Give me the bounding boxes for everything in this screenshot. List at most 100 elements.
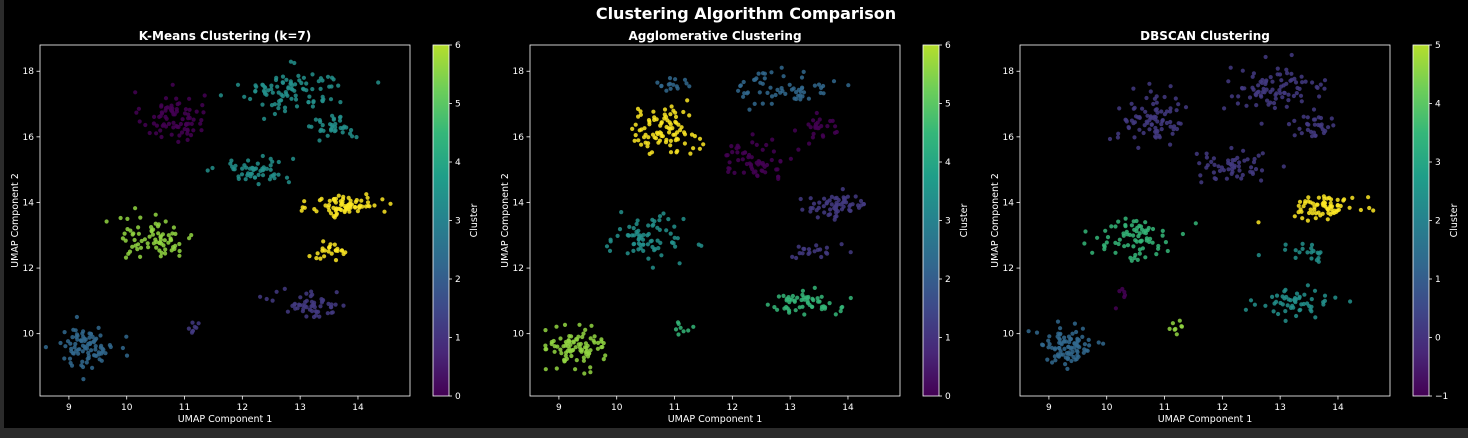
scatter-point xyxy=(128,228,133,233)
scatter-point xyxy=(646,118,652,123)
x-tick-label: 14 xyxy=(842,403,854,413)
scatter-point xyxy=(617,227,623,232)
scatter-point xyxy=(190,320,195,325)
scatter-point xyxy=(1122,289,1127,295)
scatter-point xyxy=(1254,103,1259,108)
scatter-point xyxy=(315,251,320,256)
scatter-point xyxy=(76,351,81,356)
scatter-point xyxy=(170,106,175,111)
scatter-point xyxy=(669,104,674,109)
scatter-point xyxy=(630,126,635,131)
scatter-point xyxy=(827,212,833,217)
scatter-point xyxy=(280,94,285,99)
scatter-point xyxy=(255,161,260,166)
scatter-point xyxy=(1216,164,1221,169)
colorbar-tick-label: −1 xyxy=(1435,392,1448,402)
scatter-point xyxy=(1113,224,1118,229)
scatter-point xyxy=(735,150,740,155)
scatter-point xyxy=(80,349,85,354)
scatter-point xyxy=(801,90,807,95)
scatter-point xyxy=(847,204,852,209)
scatter-point xyxy=(1117,106,1122,111)
scatter-point xyxy=(133,206,138,211)
y-tick-label: 12 xyxy=(1003,264,1014,274)
scatter-point xyxy=(1057,340,1062,345)
scatter-point xyxy=(1174,126,1180,132)
scatter-point xyxy=(1259,168,1265,173)
scatter-point xyxy=(543,328,548,333)
scatter-point xyxy=(562,358,568,363)
colorbar-gradient xyxy=(923,45,939,396)
scatter-point xyxy=(778,159,783,164)
scatter-point xyxy=(331,117,336,122)
scatter-point xyxy=(1193,221,1198,226)
scatter-point xyxy=(636,114,641,119)
y-axis-label: UMAP Component 2 xyxy=(10,173,21,268)
scatter-point xyxy=(43,345,49,350)
scatter-point xyxy=(1074,356,1079,362)
scatter-point xyxy=(687,84,692,89)
scatter-point xyxy=(800,94,805,99)
scatter-point xyxy=(808,196,813,201)
scatter-point xyxy=(564,341,570,346)
scatter-point xyxy=(1294,313,1299,319)
scatter-point xyxy=(318,256,323,261)
scatter-point xyxy=(186,116,191,121)
scatter-point xyxy=(1270,294,1275,299)
scatter-point xyxy=(1271,309,1276,314)
scatter-point xyxy=(246,158,251,163)
scatter-point xyxy=(332,242,337,247)
scatter-point xyxy=(788,156,794,161)
scatter-point xyxy=(67,356,73,361)
scatter-point xyxy=(177,133,182,138)
scatter-point xyxy=(364,192,369,197)
scatter-point xyxy=(312,300,317,305)
scatter-point xyxy=(816,126,821,131)
scatter-point xyxy=(1243,307,1248,312)
scatter-point xyxy=(1071,354,1076,360)
scatter-point xyxy=(1104,240,1109,245)
scatter-point xyxy=(150,232,155,237)
scatter-point xyxy=(1284,294,1289,300)
scatter-point xyxy=(799,297,804,303)
scatter-point xyxy=(69,346,74,351)
scatter-point xyxy=(83,346,88,351)
scatter-point xyxy=(300,205,305,210)
scatter-point xyxy=(1310,80,1315,85)
scatter-point xyxy=(230,164,235,169)
scatter-point xyxy=(342,209,347,215)
scatter-point xyxy=(1366,195,1371,200)
colorbar-tick-label: 6 xyxy=(455,41,461,51)
scatter-point xyxy=(1322,86,1327,91)
scatter-point xyxy=(120,236,125,241)
scatter-point xyxy=(653,247,658,252)
scatter-point xyxy=(1138,238,1143,244)
scatter-point xyxy=(157,114,162,119)
scatter-point xyxy=(760,147,765,152)
scatter-point xyxy=(170,109,175,114)
scatter-point xyxy=(1252,156,1257,162)
scatter-point xyxy=(657,218,662,223)
scatter-point xyxy=(292,60,297,66)
scatter-point xyxy=(1040,343,1046,348)
scatter-point xyxy=(601,341,606,346)
scatter-point xyxy=(142,237,147,242)
x-axis-label: UMAP Component 1 xyxy=(668,414,763,425)
scatter-point xyxy=(1117,289,1122,294)
scatter-point xyxy=(1199,180,1204,185)
scatter-point xyxy=(1113,240,1118,245)
scatter-point xyxy=(1066,350,1071,355)
scatter-point xyxy=(122,231,127,236)
scatter-point xyxy=(827,301,832,306)
scatter-point xyxy=(798,97,803,102)
x-tick-label: 12 xyxy=(1217,403,1228,413)
x-tick-label: 13 xyxy=(1274,403,1285,413)
scatter-point xyxy=(576,334,581,339)
scatter-point xyxy=(304,88,309,93)
scatter-point xyxy=(586,351,592,356)
scatter-point xyxy=(1300,241,1305,246)
scatter-point xyxy=(655,238,660,243)
colorbar-tick-label: 6 xyxy=(945,41,951,51)
scatter-point xyxy=(824,201,829,206)
scatter-point xyxy=(1293,248,1298,253)
